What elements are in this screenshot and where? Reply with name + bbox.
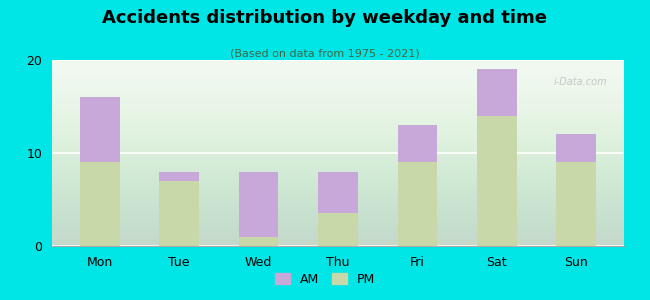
Bar: [239, 237, 278, 246]
Bar: [239, 172, 278, 237]
Bar: [318, 172, 358, 214]
Bar: [477, 116, 517, 246]
Bar: [80, 162, 120, 246]
Bar: [477, 69, 517, 116]
Bar: [80, 97, 120, 162]
Bar: [159, 181, 199, 246]
Text: i-Data.com: i-Data.com: [553, 77, 607, 87]
Bar: [556, 134, 596, 162]
Bar: [398, 162, 437, 246]
Bar: [556, 162, 596, 246]
Text: Accidents distribution by weekday and time: Accidents distribution by weekday and ti…: [103, 9, 547, 27]
Legend: AM, PM: AM, PM: [270, 268, 380, 291]
Bar: [159, 172, 199, 181]
Bar: [398, 125, 437, 162]
Text: (Based on data from 1975 - 2021): (Based on data from 1975 - 2021): [230, 48, 420, 58]
Bar: [318, 214, 358, 246]
